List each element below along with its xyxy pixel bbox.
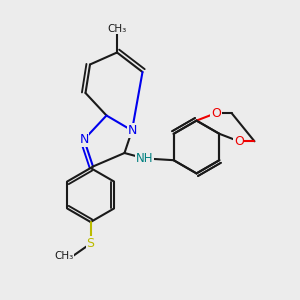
Text: S: S xyxy=(87,237,94,250)
Text: NH: NH xyxy=(136,152,153,165)
Text: O: O xyxy=(234,135,244,148)
Text: N: N xyxy=(127,124,137,137)
Text: CH₃: CH₃ xyxy=(107,23,127,34)
Text: CH₃: CH₃ xyxy=(54,251,73,261)
Text: N: N xyxy=(79,133,89,146)
Text: O: O xyxy=(211,106,221,120)
